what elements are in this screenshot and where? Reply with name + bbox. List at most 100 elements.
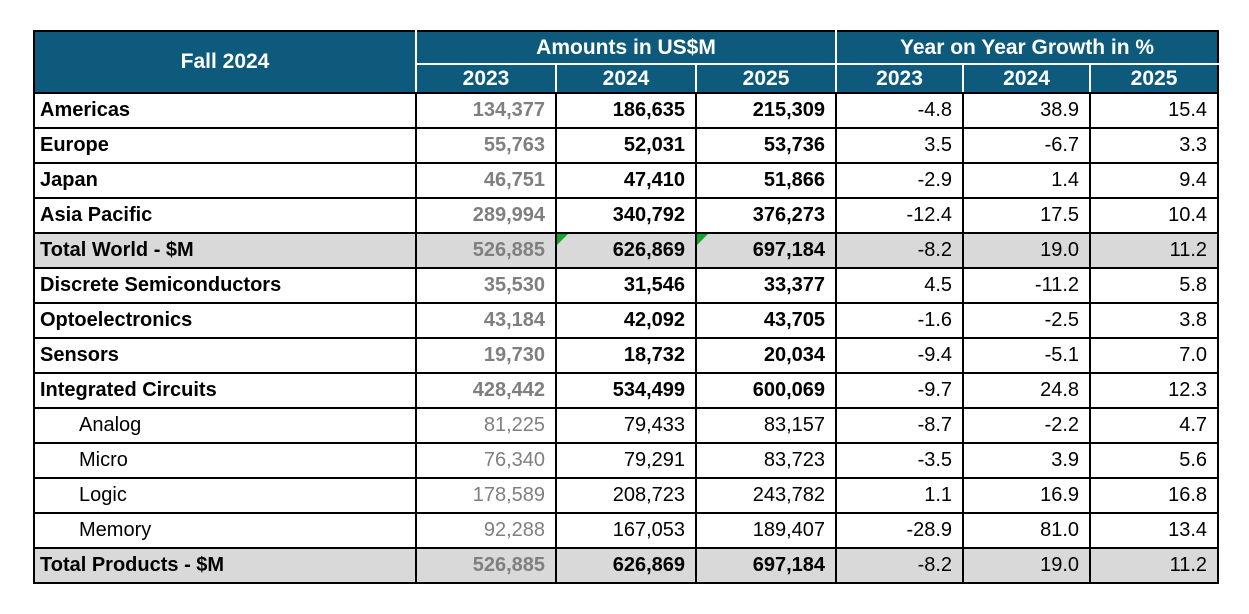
amount-cell-2023: 134,377: [415, 92, 557, 129]
row-label: Sensors: [33, 337, 417, 374]
growth-cell-2024: -2.2: [962, 407, 1092, 444]
growth-cell-2024: -6.7: [962, 127, 1092, 164]
cell-corner-mark-icon: [698, 235, 708, 245]
growth-cell-2023: 3.5: [835, 127, 965, 164]
growth-cell-2024: 16.9: [962, 477, 1092, 514]
growth-cell-2023: -9.7: [835, 372, 965, 409]
growth-year-header-2025: 2025: [1089, 63, 1220, 94]
amount-cell-2023: 526,885: [415, 232, 557, 269]
growth-cell-2025: 11.2: [1089, 232, 1220, 269]
amount-cell-2024: 626,869: [555, 547, 697, 584]
amount-cell-2024: 79,433: [555, 407, 697, 444]
table-row: Europe 55,763 52,031 53,736 3.5 -6.7 3.3: [33, 127, 1220, 164]
amount-cell-2023: 526,885: [415, 547, 557, 584]
amount-cell-2023: 428,442: [415, 372, 557, 409]
row-label: Memory: [33, 512, 417, 549]
amount-cell-2023: 81,225: [415, 407, 557, 444]
growth-cell-2023: -12.4: [835, 197, 965, 234]
amount-cell-2025: 600,069: [694, 372, 838, 409]
amount-cell-2023: 55,763: [415, 127, 557, 164]
table-row: Total Products - $M 526,885 626,869 697,184…: [33, 547, 1220, 584]
growth-cell-2023: -8.2: [835, 547, 965, 584]
semiconductor-forecast-table: Fall 2024 Amounts in US$M Year on Year G…: [33, 30, 1220, 584]
amount-cell-2025: 215,309: [694, 92, 838, 129]
amount-cell-2024: 167,053: [555, 512, 697, 549]
growth-cell-2025: 11.2: [1089, 547, 1220, 584]
amount-cell-2024: 534,499: [555, 372, 697, 409]
table-body: Americas 134,377 186,635 215,309 -4.8 38.9 15.…: [33, 92, 1220, 584]
amount-cell-2023: 76,340: [415, 442, 557, 479]
row-label: Asia Pacific: [33, 197, 417, 234]
amount-cell-2025: 20,034: [694, 337, 838, 374]
row-label: Europe: [33, 127, 417, 164]
growth-cell-2023: 1.1: [835, 477, 965, 514]
table-row: Sensors 19,730 18,732 20,034 -9.4 -5.1 7.0: [33, 337, 1220, 374]
table-row: Logic 178,589 208,723 243,782 1.1 16.9 16.8: [33, 477, 1220, 514]
amount-cell-2023: 46,751: [415, 162, 557, 199]
table-header: Fall 2024 Amounts in US$M Year on Year G…: [33, 30, 1220, 94]
amount-cell-2025: 376,273: [694, 197, 838, 234]
amount-cell-2023: 35,530: [415, 267, 557, 304]
row-label: Americas: [33, 92, 417, 129]
growth-cell-2025: 9.4: [1089, 162, 1220, 199]
amount-cell-2025: 33,377: [694, 267, 838, 304]
row-label: Total Products - $M: [33, 547, 417, 584]
growth-cell-2024: 19.0: [962, 547, 1092, 584]
amounts-year-header-2023: 2023: [415, 63, 557, 94]
growth-cell-2025: 15.4: [1089, 92, 1220, 129]
amount-cell-2023: 289,994: [415, 197, 557, 234]
row-label: Optoelectronics: [33, 302, 417, 339]
amount-cell-2025: 83,157: [694, 407, 838, 444]
growth-cell-2024: -5.1: [962, 337, 1092, 374]
amount-cell-2025: 83,723: [694, 442, 838, 479]
amount-cell-2024: 626,869: [555, 232, 697, 269]
growth-cell-2025: 12.3: [1089, 372, 1220, 409]
amounts-year-header-2024: 2024: [555, 63, 697, 94]
row-label: Logic: [33, 477, 417, 514]
growth-cell-2025: 3.8: [1089, 302, 1220, 339]
growth-cell-2024: -2.5: [962, 302, 1092, 339]
row-label: Japan: [33, 162, 417, 199]
amounts-year-header-2025: 2025: [694, 63, 838, 94]
year-header-row: 2023 2024 2025 2023 2024 2025: [34, 63, 1220, 94]
amount-cell-2025: 43,705: [694, 302, 838, 339]
amount-cell-2025: 189,407: [694, 512, 838, 549]
growth-year-header-2023: 2023: [835, 63, 965, 94]
table-row: Americas 134,377 186,635 215,309 -4.8 38.9 15.…: [33, 92, 1220, 129]
growth-cell-2025: 5.8: [1089, 267, 1220, 304]
row-label: Micro: [33, 442, 417, 479]
growth-cell-2025: 4.7: [1089, 407, 1220, 444]
amount-cell-2023: 92,288: [415, 512, 557, 549]
growth-cell-2023: -1.6: [835, 302, 965, 339]
amount-cell-2024: 186,635: [555, 92, 697, 129]
amount-cell-2024: 340,792: [555, 197, 697, 234]
table-title: Fall 2024: [33, 30, 417, 94]
amount-cell-2024: 42,092: [555, 302, 697, 339]
growth-cell-2025: 10.4: [1089, 197, 1220, 234]
growth-cell-2023: -28.9: [835, 512, 965, 549]
table-row: Optoelectronics 43,184 42,092 43,705 -1.6 -2.…: [33, 302, 1220, 339]
growth-cell-2024: 81.0: [962, 512, 1092, 549]
amount-cell-2024: 52,031: [555, 127, 697, 164]
table-row: Total World - $M 526,885 626,869 697,184 -8.…: [33, 232, 1220, 269]
growth-group-header: Year on Year Growth in %: [835, 30, 1220, 65]
cell-corner-mark-icon: [558, 235, 568, 245]
row-label: Total World - $M: [33, 232, 417, 269]
growth-cell-2023: -2.9: [835, 162, 965, 199]
table-row: Asia Pacific 289,994 340,792 376,273 -12.4 17…: [33, 197, 1220, 234]
amount-cell-2024: 47,410: [555, 162, 697, 199]
growth-cell-2023: -8.2: [835, 232, 965, 269]
table-row: Micro 76,340 79,291 83,723 -3.5 3.9 5.6: [33, 442, 1220, 479]
growth-cell-2024: 1.4: [962, 162, 1092, 199]
growth-cell-2023: 4.5: [835, 267, 965, 304]
table-row: Memory 92,288 167,053 189,407 -28.9 81.0 13.4: [33, 512, 1220, 549]
amount-cell-2025: 53,736: [694, 127, 838, 164]
amount-cell-2024: 79,291: [555, 442, 697, 479]
amounts-group-header: Amounts in US$M: [414, 30, 838, 65]
growth-cell-2024: 38.9: [962, 92, 1092, 129]
growth-cell-2024: 19.0: [962, 232, 1092, 269]
amount-cell-2023: 43,184: [415, 302, 557, 339]
growth-cell-2025: 5.6: [1089, 442, 1220, 479]
row-label: Analog: [33, 407, 417, 444]
